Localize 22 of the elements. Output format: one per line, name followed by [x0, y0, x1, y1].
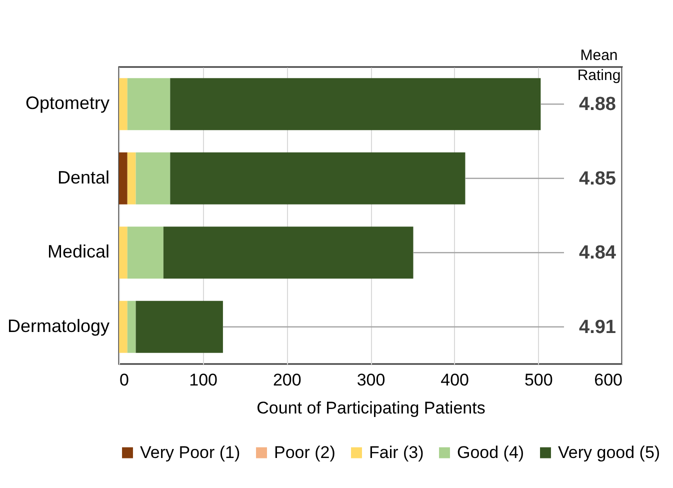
y-tick-label: Optometry [25, 93, 110, 114]
legend-label: Very good (5) [558, 442, 660, 462]
annotation: 4.91 [579, 316, 616, 338]
x-tick-label: 400 [440, 370, 470, 390]
x-tick-label: 100 [189, 370, 218, 390]
legend-label: Fair (3) [369, 442, 424, 462]
y-tick-label: Dermatology [7, 316, 110, 336]
x-tick-label: 300 [356, 370, 386, 390]
y-tick-label: Dental [57, 167, 110, 188]
legend-label: Poor (2) [274, 442, 336, 462]
y-tick-label: Medical [47, 242, 110, 262]
x-tick-label: 200 [272, 370, 302, 390]
x-axis-title: Count of Participating Patients [256, 398, 486, 418]
legend-label: Very Poor (1) [140, 442, 240, 462]
annotation: 4.85 [579, 168, 616, 190]
x-tick-label: 0 [120, 370, 129, 390]
x-tick-label: 500 [524, 370, 553, 390]
legend-label: Good (4) [457, 442, 524, 462]
annotation: 4.88 [579, 94, 616, 116]
annotation: 4.84 [579, 242, 616, 264]
annotation: Mean Rating [577, 47, 621, 84]
x-tick-label: 600 [594, 370, 622, 390]
